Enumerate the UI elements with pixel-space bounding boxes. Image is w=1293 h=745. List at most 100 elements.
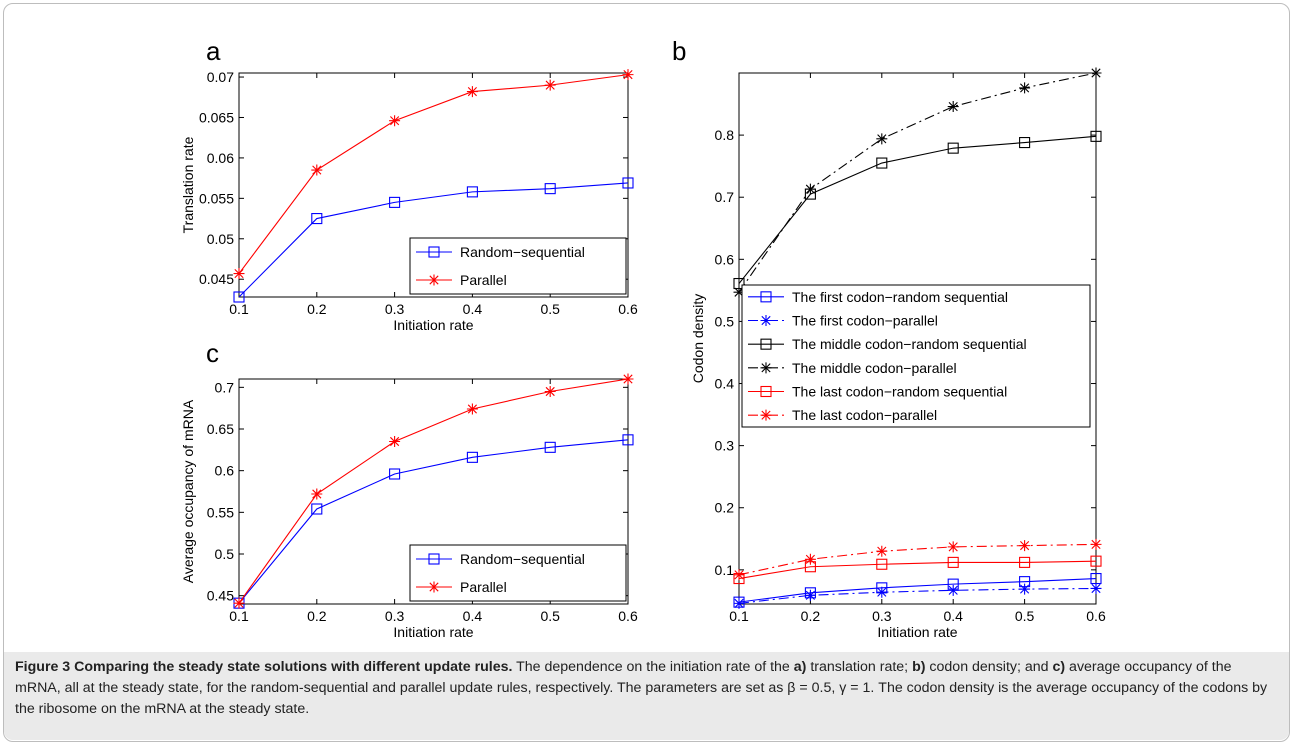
data-point-marker xyxy=(733,569,745,581)
x-tick-label: 0.6 xyxy=(618,608,638,624)
legend: Random−sequential Parallel xyxy=(409,237,627,295)
y-tick-label: 0.8 xyxy=(715,127,735,143)
data-point-marker xyxy=(389,436,401,447)
y-tick-label: 0.7 xyxy=(215,379,235,395)
x-tick-label: 0.3 xyxy=(385,608,405,624)
data-point-marker xyxy=(876,586,888,598)
caption-part-4: average occupancy of the mRNA, all at th… xyxy=(15,659,1268,717)
legend-swatch-marker xyxy=(760,291,772,303)
x-tick-label: 0.6 xyxy=(1086,608,1106,624)
legend-entry-label: The first codon−parallel xyxy=(792,313,938,329)
data-point-marker xyxy=(947,101,959,113)
data-point-marker xyxy=(947,584,959,596)
y-tick-label: 0.45 xyxy=(207,588,234,604)
data-point-marker xyxy=(804,183,816,195)
data-point-marker xyxy=(1090,538,1102,550)
series-line xyxy=(238,439,629,604)
data-point-marker xyxy=(466,186,478,198)
data-point-marker xyxy=(622,434,634,446)
data-point-marker xyxy=(311,213,323,225)
x-tick-label: 0.3 xyxy=(872,608,892,624)
x-tick-label: 0.1 xyxy=(229,301,249,317)
y-axis-label: Codon density xyxy=(690,294,706,384)
panel-label-b: b xyxy=(672,36,687,66)
data-point-marker xyxy=(622,373,634,385)
data-point-marker xyxy=(389,468,401,480)
x-axis-label: Initiation rate xyxy=(393,317,473,333)
x-tick-label: 0.5 xyxy=(540,608,560,624)
y-tick-label: 0.2 xyxy=(715,500,735,516)
y-axis-label: Average occupancy of mRNA xyxy=(180,399,196,583)
panel-label-c: c xyxy=(206,338,219,368)
y-tick-label: 0.5 xyxy=(715,313,735,329)
series-line xyxy=(238,378,629,604)
legend-entry-label: The last codon−random sequential xyxy=(792,384,1007,400)
legend-box xyxy=(409,237,627,295)
y-tick-label: 0.07 xyxy=(207,69,234,85)
series-line xyxy=(738,560,1097,580)
data-point-marker xyxy=(544,386,556,397)
series-line xyxy=(738,543,1097,576)
y-tick-label: 0.6 xyxy=(715,251,735,267)
y-tick-label: 0.055 xyxy=(199,190,234,206)
x-tick-label: 0.2 xyxy=(801,608,821,624)
data-point-marker xyxy=(389,115,401,127)
y-tick-label: 0.5 xyxy=(215,546,235,562)
y-tick-label: 0.65 xyxy=(207,421,234,437)
caption-part-3: codon density; and xyxy=(925,659,1053,675)
data-point-marker xyxy=(1019,82,1031,94)
data-point-marker xyxy=(1019,540,1031,552)
series-line xyxy=(238,74,629,274)
legend-swatch-marker xyxy=(428,553,440,565)
legend-entry-label: Parallel xyxy=(460,272,507,288)
legend: The first codon−random sequential The fir… xyxy=(741,284,1091,428)
data-point-marker xyxy=(622,69,634,81)
chart-panel-b: 0.1 0.2 0.3 0.4 0.5 0.6 0.1 0.2 0.3 0.4 0.5 0.6 0.7 0… xyxy=(690,67,1106,640)
data-point-marker xyxy=(947,142,959,154)
series-line xyxy=(738,577,1097,603)
data-point-marker xyxy=(876,157,888,169)
data-point-marker xyxy=(876,133,888,145)
x-tick-label: 0.2 xyxy=(307,608,327,624)
data-point-marker xyxy=(544,79,556,91)
chart-panel-c: 0.1 0.2 0.3 0.4 0.5 0.6 0.45 0.5 0.55 0.6 0.65 0.7 I… xyxy=(180,373,638,640)
y-tick-label: 0.4 xyxy=(715,376,735,392)
legend-box xyxy=(741,284,1091,428)
data-point-marker xyxy=(947,556,959,568)
x-tick-label: 0.5 xyxy=(540,301,560,317)
data-point-marker xyxy=(233,291,245,303)
data-point-marker xyxy=(311,164,323,176)
y-tick-label: 0.065 xyxy=(199,109,234,125)
y-tick-label: 0.06 xyxy=(207,150,234,166)
data-point-marker xyxy=(466,403,478,415)
y-tick-label: 0.3 xyxy=(715,438,735,454)
data-point-marker xyxy=(622,177,634,189)
caption-band xyxy=(4,652,1289,740)
legend-swatch-marker xyxy=(760,315,772,326)
x-axis-label: Initiation rate xyxy=(877,624,957,640)
data-point-marker xyxy=(233,268,245,280)
series-line xyxy=(738,72,1097,293)
data-point-marker xyxy=(947,541,959,553)
data-point-marker xyxy=(311,503,323,515)
legend-swatch-marker xyxy=(428,581,440,593)
data-point-marker xyxy=(544,441,556,453)
caption-label-b: b) xyxy=(912,659,926,675)
legend-box xyxy=(409,544,627,602)
x-tick-label: 0.3 xyxy=(385,301,405,317)
legend-entry-label: The last codon−parallel xyxy=(792,407,937,423)
y-tick-label: 0.045 xyxy=(199,271,234,287)
data-point-marker xyxy=(466,86,478,98)
x-tick-label: 0.1 xyxy=(229,608,249,624)
data-point-marker xyxy=(233,597,245,609)
data-point-marker xyxy=(1090,555,1102,567)
data-point-marker xyxy=(1090,130,1102,142)
x-axis-label: Initiation rate xyxy=(393,624,473,640)
data-point-marker xyxy=(1019,556,1031,568)
legend-swatch-marker xyxy=(428,246,440,258)
figure-caption: Figure 3 Comparing the steady state solu… xyxy=(15,657,1277,720)
data-point-marker xyxy=(1019,137,1031,149)
x-tick-label: 0.4 xyxy=(463,301,483,317)
caption-part-2: translation rate; xyxy=(806,659,913,675)
